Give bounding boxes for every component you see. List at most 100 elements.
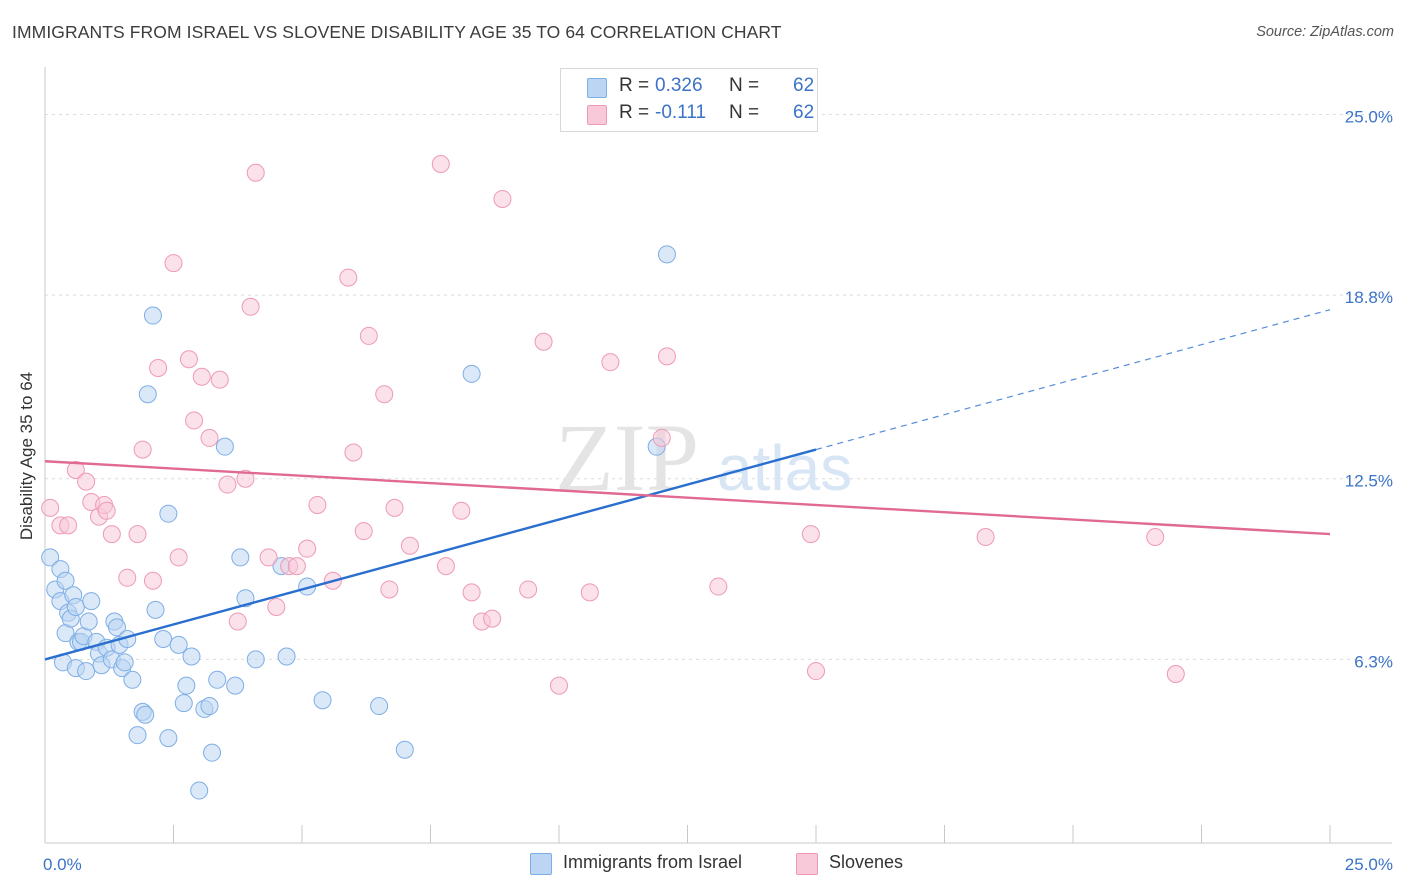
slovenes-data-point <box>339 268 358 287</box>
source-label: Source: ZipAtlas.com <box>1256 24 1394 40</box>
slovenes-data-point <box>534 332 553 351</box>
israel-data-point <box>56 571 75 590</box>
israel-data-point <box>146 600 165 619</box>
y-axis-label: Disability Age 35 to 64 <box>17 372 36 540</box>
series-israel-points <box>41 245 676 800</box>
israel-data-point <box>462 364 481 383</box>
israel-data-point <box>123 670 142 689</box>
slovenes-data-point <box>652 428 671 447</box>
slovenes-data-point <box>59 516 78 535</box>
slovenes-data-point <box>236 469 255 488</box>
slovenes-data-point <box>192 367 211 386</box>
israel-data-point <box>159 729 178 748</box>
y-tick-label: 18.8% <box>1345 288 1393 307</box>
stats-legend: R = 0.326 N = 62 R = -0.111 N = 62 <box>560 68 818 132</box>
israel-data-point <box>159 504 178 523</box>
slovenes-data-point <box>1166 664 1185 683</box>
israel-data-point <box>138 385 157 404</box>
israel-data-point <box>169 635 188 654</box>
israel-data-point <box>154 630 173 649</box>
israel-data-point <box>313 691 332 710</box>
slovenes-data-point <box>452 501 471 520</box>
series-slovenes-points <box>41 105 1185 695</box>
israel-data-point <box>231 548 250 567</box>
slovenes-data-point <box>519 580 538 599</box>
slovenes-data-point <box>179 350 198 369</box>
slovenes-data-point <box>493 189 512 208</box>
israel-data-point <box>77 662 96 681</box>
grid-lines <box>45 113 1392 660</box>
israel-data-point <box>115 653 134 672</box>
slovenes-data-point <box>483 609 502 628</box>
slovenes-data-point <box>431 154 450 173</box>
israel-data-point <box>128 726 147 745</box>
slovenes-data-point <box>210 370 229 389</box>
slovenes-data-point <box>169 548 188 567</box>
israel-data-point <box>66 597 85 616</box>
slovenes-data-point <box>133 440 152 459</box>
slovenes-trend-line <box>44 460 1331 536</box>
israel-data-point <box>226 676 245 695</box>
slovenes-data-point <box>200 428 219 447</box>
israel-data-point <box>174 694 193 713</box>
slovenes-data-point <box>359 326 378 345</box>
slovenes-data-point <box>550 676 568 695</box>
bottom-legend-label-israel: Immigrants from Israel <box>563 852 743 872</box>
slovenes-data-point <box>77 472 96 491</box>
slovenes-data-point <box>354 522 373 541</box>
slovenes-data-point <box>246 163 265 182</box>
israel-data-point <box>136 705 155 724</box>
israel-data-point <box>215 437 234 456</box>
israel-data-point <box>182 647 201 666</box>
israel-data-point <box>79 612 98 631</box>
slovenes-data-point <box>709 577 728 596</box>
slovenes-data-point <box>287 557 306 576</box>
israel-data-point <box>208 670 227 689</box>
slovenes-data-point <box>259 548 278 567</box>
israel-data-point <box>277 647 296 666</box>
israel-trend-line <box>44 448 817 661</box>
slovenes-data-point <box>580 583 599 602</box>
legend-r-label: R = <box>619 75 650 96</box>
chart-title: IMMIGRANTS FROM ISRAEL VS SLOVENE DISABI… <box>12 22 782 42</box>
slovenes-data-point <box>143 571 162 590</box>
slovenes-data-point <box>164 254 183 273</box>
slovenes-data-point <box>375 385 394 404</box>
slovenes-data-point <box>97 501 116 520</box>
slovenes-data-point <box>298 539 317 558</box>
legend-r-label: R = <box>619 102 650 123</box>
slovenes-data-point <box>807 662 825 681</box>
slovenes-data-point <box>118 568 137 587</box>
slovenes-data-point <box>228 612 247 631</box>
slovenes-data-point <box>241 297 260 316</box>
legend-n-label: N = <box>729 102 760 123</box>
slovenes-data-point <box>308 495 327 514</box>
slovenes-data-point <box>801 525 820 544</box>
legend-n-value: 62 <box>793 75 815 96</box>
legend-r-value: 0.326 <box>655 75 703 96</box>
slovenes-data-point <box>462 583 481 602</box>
y-tick-label: 25.0% <box>1345 107 1393 126</box>
slovenes-data-point <box>400 536 419 555</box>
slovenes-data-point <box>601 353 620 372</box>
slovenes-data-point <box>344 443 363 462</box>
slovenes-data-point <box>1146 528 1165 547</box>
slovenes-data-point <box>267 597 286 616</box>
slovenes-data-point <box>128 525 147 544</box>
axes <box>44 67 1392 844</box>
legend-swatch-slovenes <box>587 105 607 125</box>
slovenes-data-point <box>41 498 60 517</box>
israel-data-point <box>177 676 196 695</box>
slovenes-data-point <box>66 460 85 479</box>
israel-data-point <box>246 650 265 669</box>
slovenes-data-point <box>657 347 676 366</box>
x-tick-label: 25.0% <box>1345 855 1393 874</box>
y-tick-label: 12.5% <box>1345 472 1393 491</box>
slovenes-data-point <box>380 580 399 599</box>
bottom-legend-swatch-israel <box>530 853 552 875</box>
slovenes-data-point <box>218 475 237 494</box>
israel-trend-line-extension <box>815 309 1331 451</box>
slovenes-data-point <box>149 358 168 377</box>
israel-data-point <box>41 548 60 567</box>
